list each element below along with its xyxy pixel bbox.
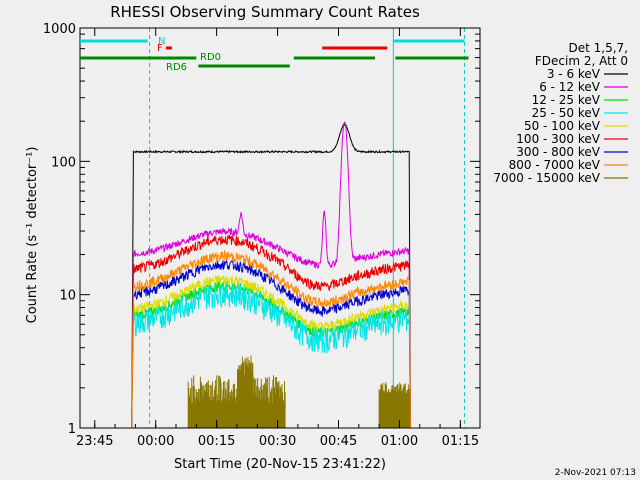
flag-bar-rd0-0 [80,56,197,60]
flag-bar-n-0 [80,39,148,43]
x-tick-label-0: 23:45 [76,434,113,449]
footer-date: 2-Nov-2021 07:13 [555,468,636,478]
x-tick-label-1: 00:00 [137,434,174,449]
plot-frame [79,27,481,429]
flag-bar-n-1 [393,39,465,43]
series-300-800-kev [131,258,411,428]
x-tick-label-2: 00:15 [198,434,235,449]
legend-label-800-7000-kev: 800 - 7000 keV [509,158,601,172]
flag-bar-rd0-1 [293,56,376,60]
plot-area: 23:45 00:00 00:15 00:30 00:45 01:00 01:15 1 10 10… [43,22,481,449]
series-50-100-kev [131,274,411,428]
legend-label-12-25-kev: 12 - 25 keV [532,93,601,107]
flag-bar-rd6-0 [198,64,290,68]
x-tick-label-4: 00:45 [320,434,357,449]
legend-label-50-100-kev: 50 - 100 keV [524,119,601,133]
flag-label-n: N [158,36,165,47]
series-7000-15000-kev [187,355,410,428]
legend-label-300-800-kev: 300 - 800 keV [516,145,600,159]
flag-bar-f-1 [322,46,388,50]
flag-label-rd6: RD6 [166,62,187,73]
series-800-7000-kev [131,249,411,428]
y-axis-label: Count Rate (s⁻¹ detector⁻¹) [25,147,40,324]
x-tick-label-6: 01:15 [442,434,479,449]
flag-bar-rd0-2 [395,56,469,60]
x-tick-label-5: 01:00 [381,434,418,449]
series-25-50-kev [131,280,411,428]
y-tick-label-2: 100 [51,155,76,170]
flag-label-rd0: RD0 [200,52,221,63]
series-3-6-kev [131,122,411,428]
y-tick-label-0: 1 [68,422,76,437]
legend-label-3-6-kev: 3 - 6 keV [547,67,601,81]
series-6-12-kev [131,121,411,428]
flag-label-f: F [157,43,163,54]
legend-label-6-12-kev: 6 - 12 keV [539,80,601,94]
y-tick-label-1: 10 [59,289,76,304]
x-tick-label-3: 00:30 [259,434,296,449]
legend-header-line-2: FDecim 2, Att 0 [535,54,628,68]
y-tick-label-3: 1000 [43,22,76,37]
chart-title: RHESSI Observing Summary Count Rates [110,3,420,21]
legend-label-7000-15000-kev: 7000 - 15000 keV [493,171,600,185]
x-axis-label: Start Time (20-Nov-15 23:41:22) [174,457,386,472]
legend-label-100-300-kev: 100 - 300 keV [516,132,600,146]
legend-header-line-1: Det 1,5,7, [569,41,629,55]
series-100-300-kev [131,235,411,428]
flag-bars: NF RD0 RD6 [80,36,469,73]
flag-bar-f-0 [165,46,172,50]
legend-label-25-50-kev: 25 - 50 keV [532,106,601,120]
